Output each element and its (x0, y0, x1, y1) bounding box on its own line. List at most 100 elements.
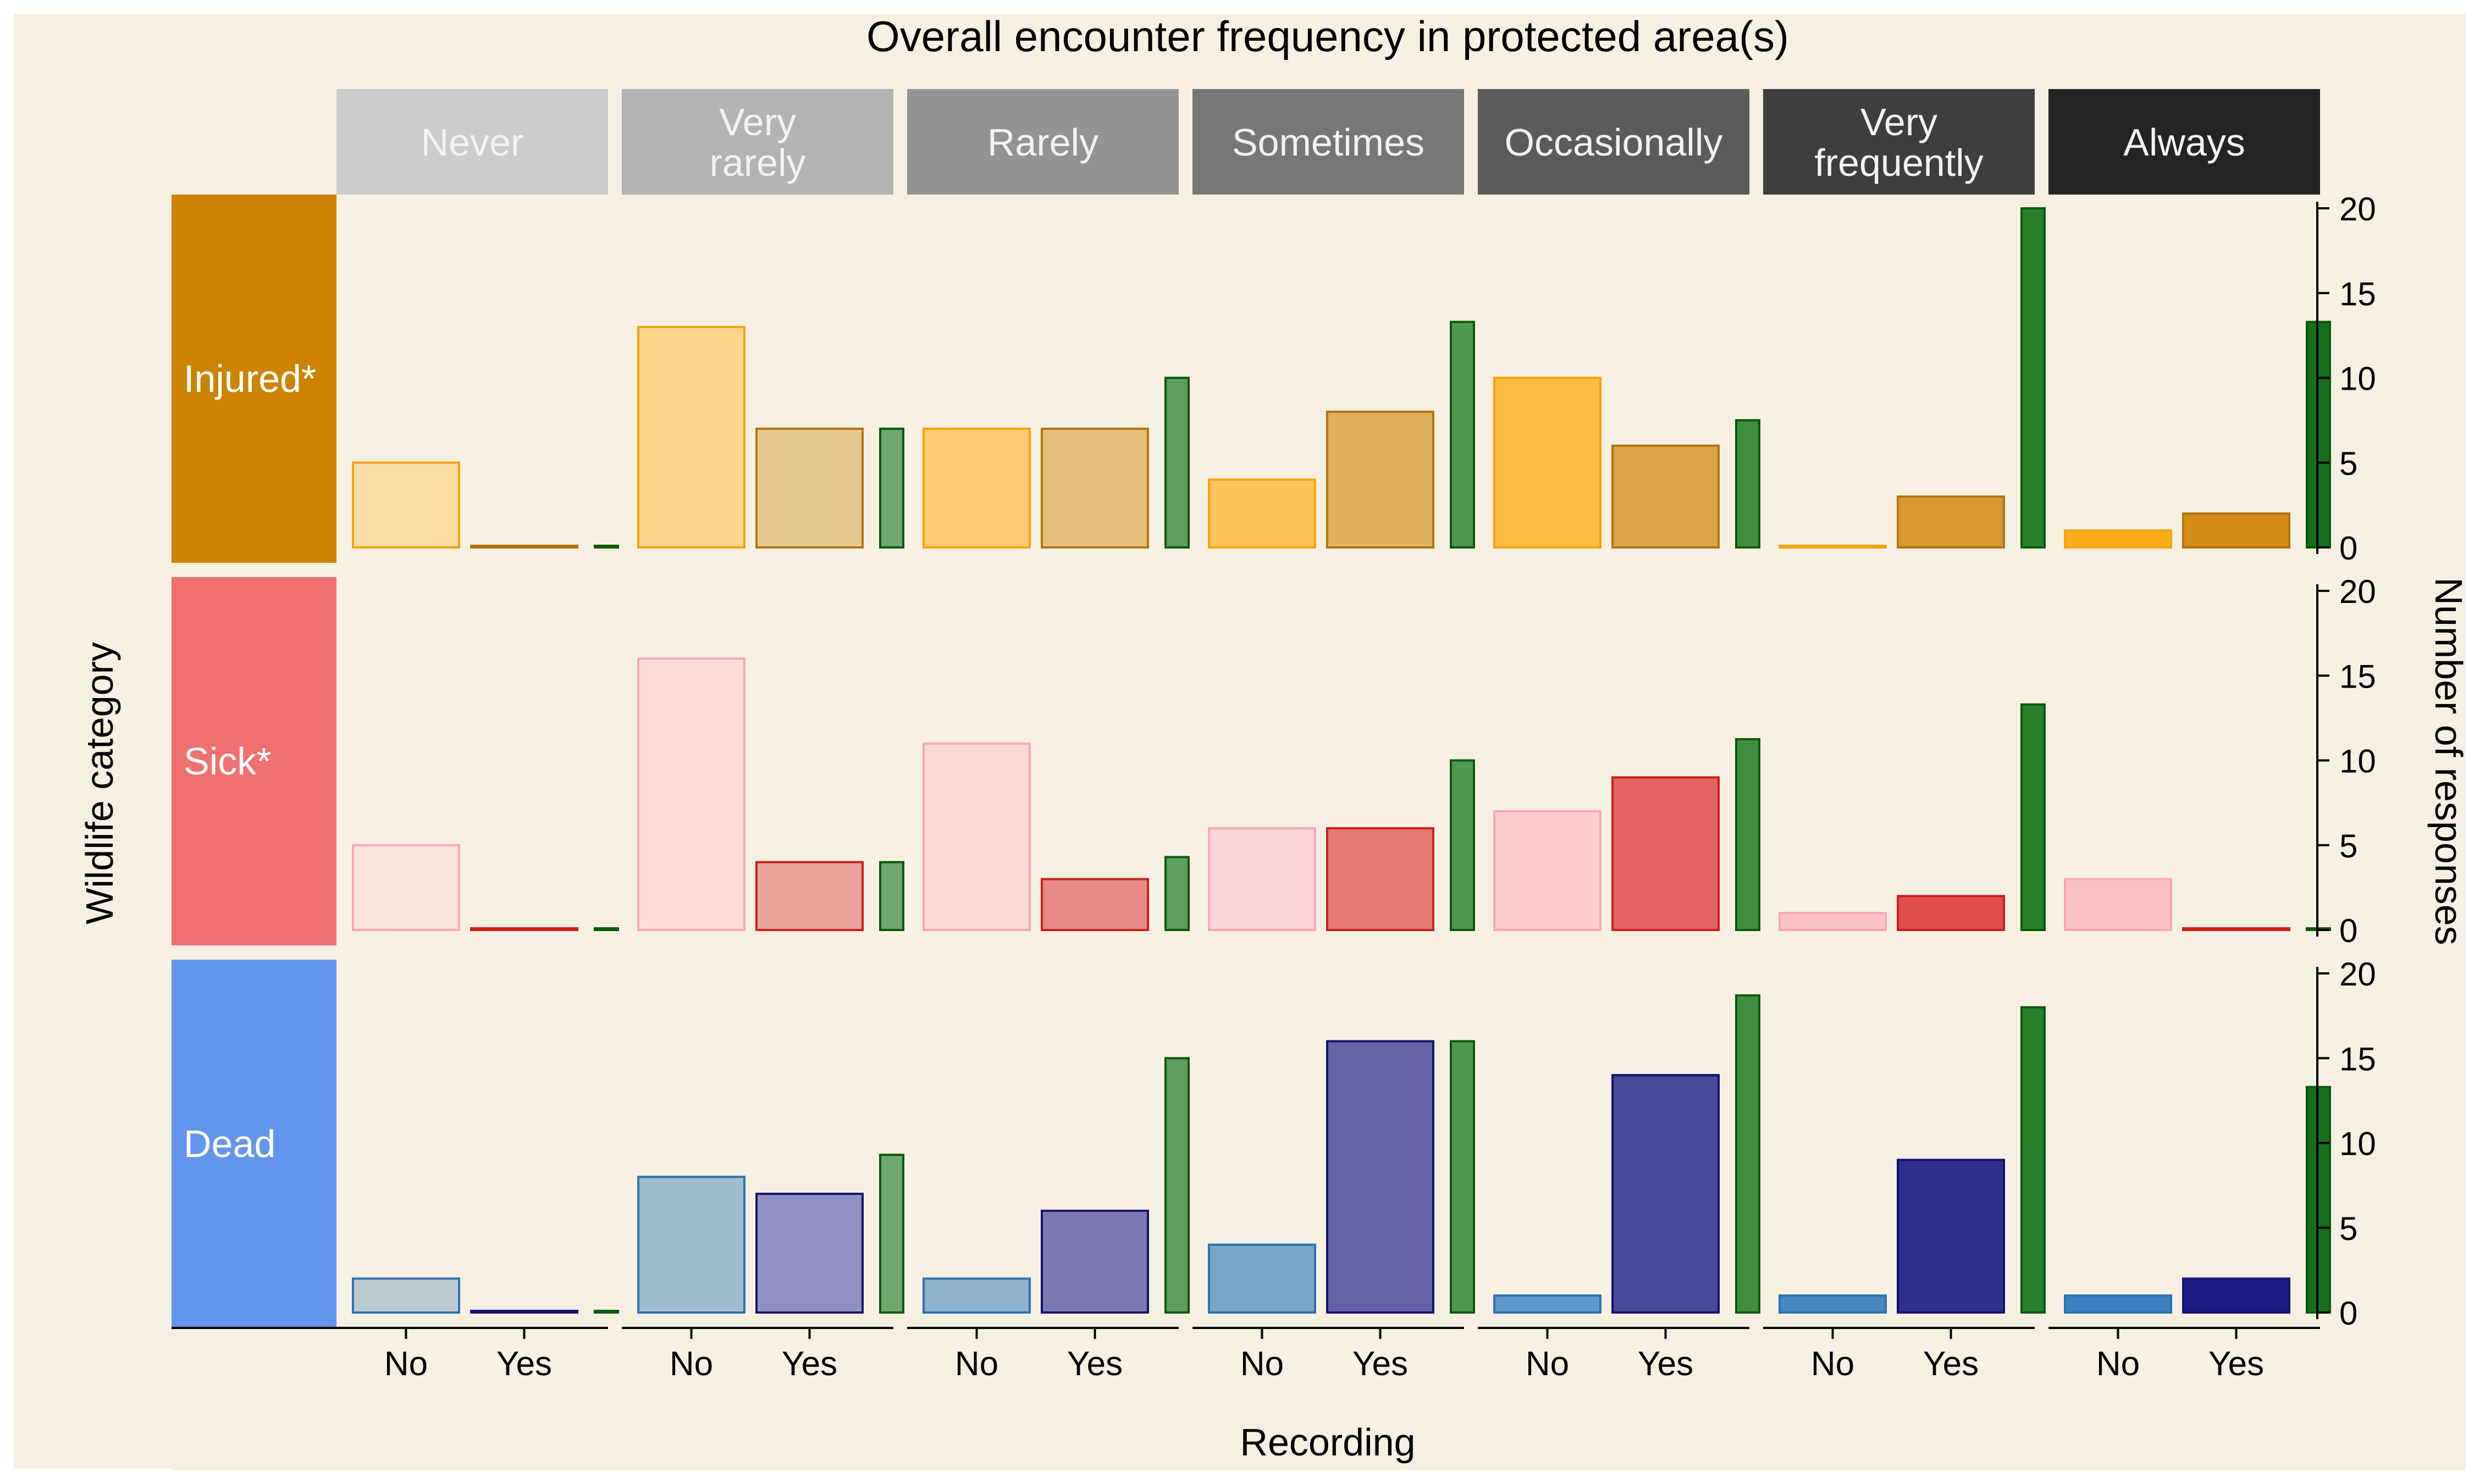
column-strip-2 (907, 89, 1179, 195)
bar-yes-r2-c1 (755, 1193, 864, 1314)
column-strip-label-3: Sometimes (1232, 121, 1424, 164)
bar-yes-r1-c6 (2182, 927, 2290, 931)
bar-ratio-r2-c1 (879, 1154, 904, 1314)
bar-yes-r0-c0 (470, 545, 578, 549)
column-strip-label-6: Always (2123, 121, 2245, 164)
bar-yes-r2-c0 (470, 1310, 578, 1314)
bar-ratio-r0-c0 (594, 545, 619, 549)
x-tick-label-6-0: No (2096, 1345, 2140, 1383)
bar-no-r1-c2 (923, 742, 1031, 932)
bar-no-r1-c0 (352, 844, 460, 931)
bar-yes-r1-c1 (755, 861, 864, 931)
bar-no-r1-c4 (1493, 810, 1602, 932)
bar-ratio-r0-c4 (1735, 419, 1760, 549)
row-strip-2 (172, 960, 336, 1328)
bar-yes-r1-c2 (1041, 878, 1149, 931)
bar-ratio-r0-c3 (1450, 320, 1475, 549)
bar-no-r2-c1 (637, 1176, 745, 1314)
bar-no-r0-c4 (1493, 376, 1602, 549)
y-tick-label-0-15: 15 (2339, 275, 2376, 312)
plot-background (14, 14, 2466, 1470)
bar-yes-r0-c3 (1326, 411, 1434, 549)
bar-yes-r2-c5 (1897, 1159, 2005, 1314)
bar-no-r1-c6 (2064, 878, 2172, 931)
x-tick-label-6-1: Yes (2208, 1345, 2264, 1383)
bar-no-r0-c0 (352, 461, 460, 549)
bar-no-r1-c3 (1208, 827, 1316, 932)
column-strip-label-4: Occasionally (1505, 121, 1723, 164)
column-strip-label-5: Very frequently (1814, 101, 1983, 184)
bar-yes-r2-c2 (1041, 1209, 1149, 1314)
row-strip-0 (172, 195, 336, 563)
bar-no-r1-c5 (1779, 912, 1887, 932)
bar-yes-r1-c5 (1897, 895, 2005, 932)
bar-ratio-r2-c3 (1450, 1040, 1475, 1314)
bar-no-r0-c5 (1779, 545, 1887, 549)
bar-yes-r0-c2 (1041, 428, 1149, 549)
column-strip-1 (622, 89, 893, 195)
bar-yes-r0-c1 (755, 428, 864, 549)
bar-ratio-r2-c5 (2020, 1006, 2046, 1314)
x-tick-label-2-0: No (955, 1345, 998, 1383)
y-tick-label-2-0: 0 (2339, 1295, 2357, 1332)
row-strips: Injured* Sick* Dead (172, 195, 336, 1328)
row-strip-1 (172, 577, 336, 945)
bar-yes-r2-c3 (1326, 1040, 1434, 1314)
x-tick-label-4-0: No (1526, 1345, 1569, 1383)
y-tick-label-2-10: 10 (2339, 1126, 2376, 1162)
bar-no-r2-c3 (1208, 1243, 1316, 1314)
x-tick-label-3-0: No (1240, 1345, 1284, 1383)
bar-ratio-r2-c2 (1164, 1057, 1190, 1314)
column-strip-label-2: Rarely (987, 121, 1098, 164)
panels (352, 207, 2331, 1314)
chart-title: Overall encounter frequency in protected… (866, 12, 1789, 60)
x-tick-label-5-0: No (1811, 1345, 1854, 1383)
top-margin (0, 0, 2474, 14)
column-strip-label-1: Very rarely (709, 101, 805, 184)
y-tick-label-1-10: 10 (2339, 743, 2376, 780)
x-tick-label-0-0: No (384, 1345, 428, 1383)
y-tick-label-0-20: 20 (2339, 191, 2376, 228)
y-tick-label-2-20: 20 (2339, 956, 2376, 993)
bar-ratio-r2-c4 (1735, 994, 1760, 1314)
bar-yes-r0-c5 (1897, 495, 2005, 549)
bar-yes-r0-c4 (1611, 444, 1720, 549)
bar-yes-r0-c6 (2182, 512, 2290, 549)
bar-no-r2-c4 (1493, 1294, 1602, 1314)
bar-yes-r1-c3 (1326, 827, 1434, 932)
x-axes: No Yes No Yes No Yes No Yes No Yes No Yes No Yes (172, 1327, 2320, 1383)
bar-ratio-r1-c1 (879, 861, 904, 931)
y-tick-label-1-15: 15 (2339, 658, 2376, 695)
x-tick-label-3-1: Yes (1352, 1345, 1408, 1383)
bar-ratio-r0-c5 (2020, 207, 2046, 549)
y-tick-label-0-0: 0 (2339, 530, 2357, 567)
x-tick-label-0-1: Yes (496, 1345, 552, 1383)
bar-ratio-r2-c0 (594, 1310, 619, 1314)
x-axis-label: Recording (1240, 1421, 1415, 1464)
row-strip-label-2: Dead (184, 1122, 275, 1165)
x-tick-label-1-0: No (670, 1345, 713, 1383)
margin-strip (0, 1469, 170, 1484)
y-tick-label-2-5: 5 (2339, 1210, 2357, 1247)
bar-yes-r1-c4 (1611, 776, 1720, 931)
column-strip-3 (1192, 89, 1464, 195)
bar-ratio-r0-c1 (879, 428, 904, 549)
x-tick-label-2-1: Yes (1067, 1345, 1123, 1383)
bar-yes-r2-c6 (2182, 1277, 2290, 1314)
bar-no-r0-c1 (637, 325, 745, 549)
bar-yes-r2-c4 (1611, 1074, 1720, 1314)
bar-ratio-r1-c3 (1450, 759, 1475, 931)
column-strip-label-0: Never (421, 121, 524, 164)
y-tick-label-1-0: 0 (2339, 912, 2357, 949)
row-axis-label: Wildlife category (78, 642, 121, 924)
y-tick-label-1-5: 5 (2339, 828, 2357, 865)
bar-no-r2-c6 (2064, 1294, 2172, 1314)
bar-no-r0-c3 (1208, 478, 1316, 549)
y-tick-label-1-20: 20 (2339, 573, 2376, 610)
column-strip-5 (1763, 89, 2035, 195)
row-strip-label-1: Sick* (184, 740, 271, 783)
x-tick-label-4-1: Yes (1638, 1345, 1693, 1383)
column-strip-6 (2048, 89, 2320, 195)
bar-ratio-r1-c4 (1735, 738, 1760, 931)
